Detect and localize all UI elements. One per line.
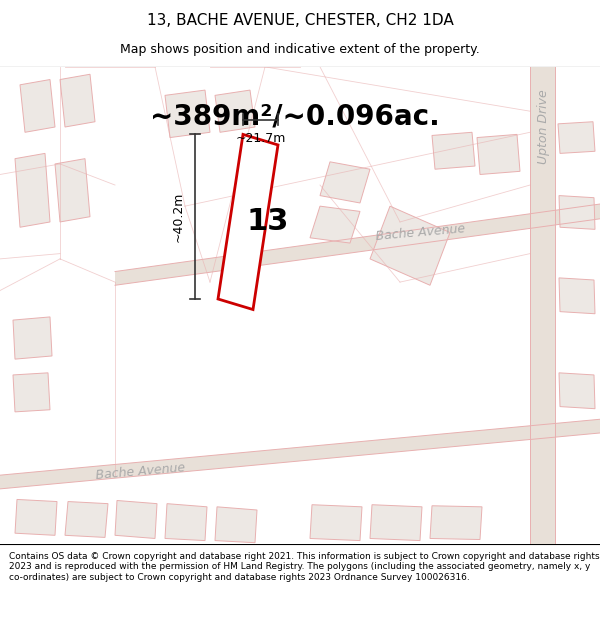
Polygon shape bbox=[55, 159, 90, 222]
Polygon shape bbox=[20, 79, 55, 132]
Polygon shape bbox=[13, 373, 50, 412]
Polygon shape bbox=[165, 504, 207, 541]
Text: 13, BACHE AVENUE, CHESTER, CH2 1DA: 13, BACHE AVENUE, CHESTER, CH2 1DA bbox=[146, 13, 454, 28]
Polygon shape bbox=[432, 132, 475, 169]
Text: Bache Avenue: Bache Avenue bbox=[95, 462, 185, 482]
Polygon shape bbox=[370, 505, 422, 541]
Text: ~21.7m: ~21.7m bbox=[235, 132, 286, 145]
Polygon shape bbox=[15, 499, 57, 535]
Polygon shape bbox=[13, 317, 52, 359]
Text: 13: 13 bbox=[247, 208, 289, 236]
Polygon shape bbox=[559, 278, 595, 314]
Text: Bache Avenue: Bache Avenue bbox=[374, 222, 466, 243]
Polygon shape bbox=[218, 134, 278, 309]
Text: ~40.2m: ~40.2m bbox=[172, 191, 185, 242]
Polygon shape bbox=[370, 206, 450, 285]
Polygon shape bbox=[215, 90, 255, 132]
Polygon shape bbox=[320, 162, 370, 203]
Polygon shape bbox=[559, 373, 595, 409]
Polygon shape bbox=[65, 501, 108, 538]
Text: Upton Drive: Upton Drive bbox=[536, 89, 550, 164]
Text: Contains OS data © Crown copyright and database right 2021. This information is : Contains OS data © Crown copyright and d… bbox=[9, 552, 599, 582]
Polygon shape bbox=[558, 122, 595, 153]
Polygon shape bbox=[115, 501, 157, 539]
Text: Map shows position and indicative extent of the property.: Map shows position and indicative extent… bbox=[120, 44, 480, 56]
Polygon shape bbox=[215, 507, 257, 542]
Polygon shape bbox=[530, 67, 555, 544]
Polygon shape bbox=[60, 74, 95, 127]
Text: ~389m²/~0.096ac.: ~389m²/~0.096ac. bbox=[150, 102, 440, 131]
Polygon shape bbox=[165, 90, 210, 138]
Polygon shape bbox=[310, 206, 360, 243]
Polygon shape bbox=[477, 134, 520, 174]
Polygon shape bbox=[115, 204, 600, 285]
Polygon shape bbox=[310, 505, 362, 541]
Polygon shape bbox=[430, 506, 482, 539]
Polygon shape bbox=[15, 153, 50, 228]
Polygon shape bbox=[559, 196, 595, 229]
Polygon shape bbox=[0, 419, 600, 489]
